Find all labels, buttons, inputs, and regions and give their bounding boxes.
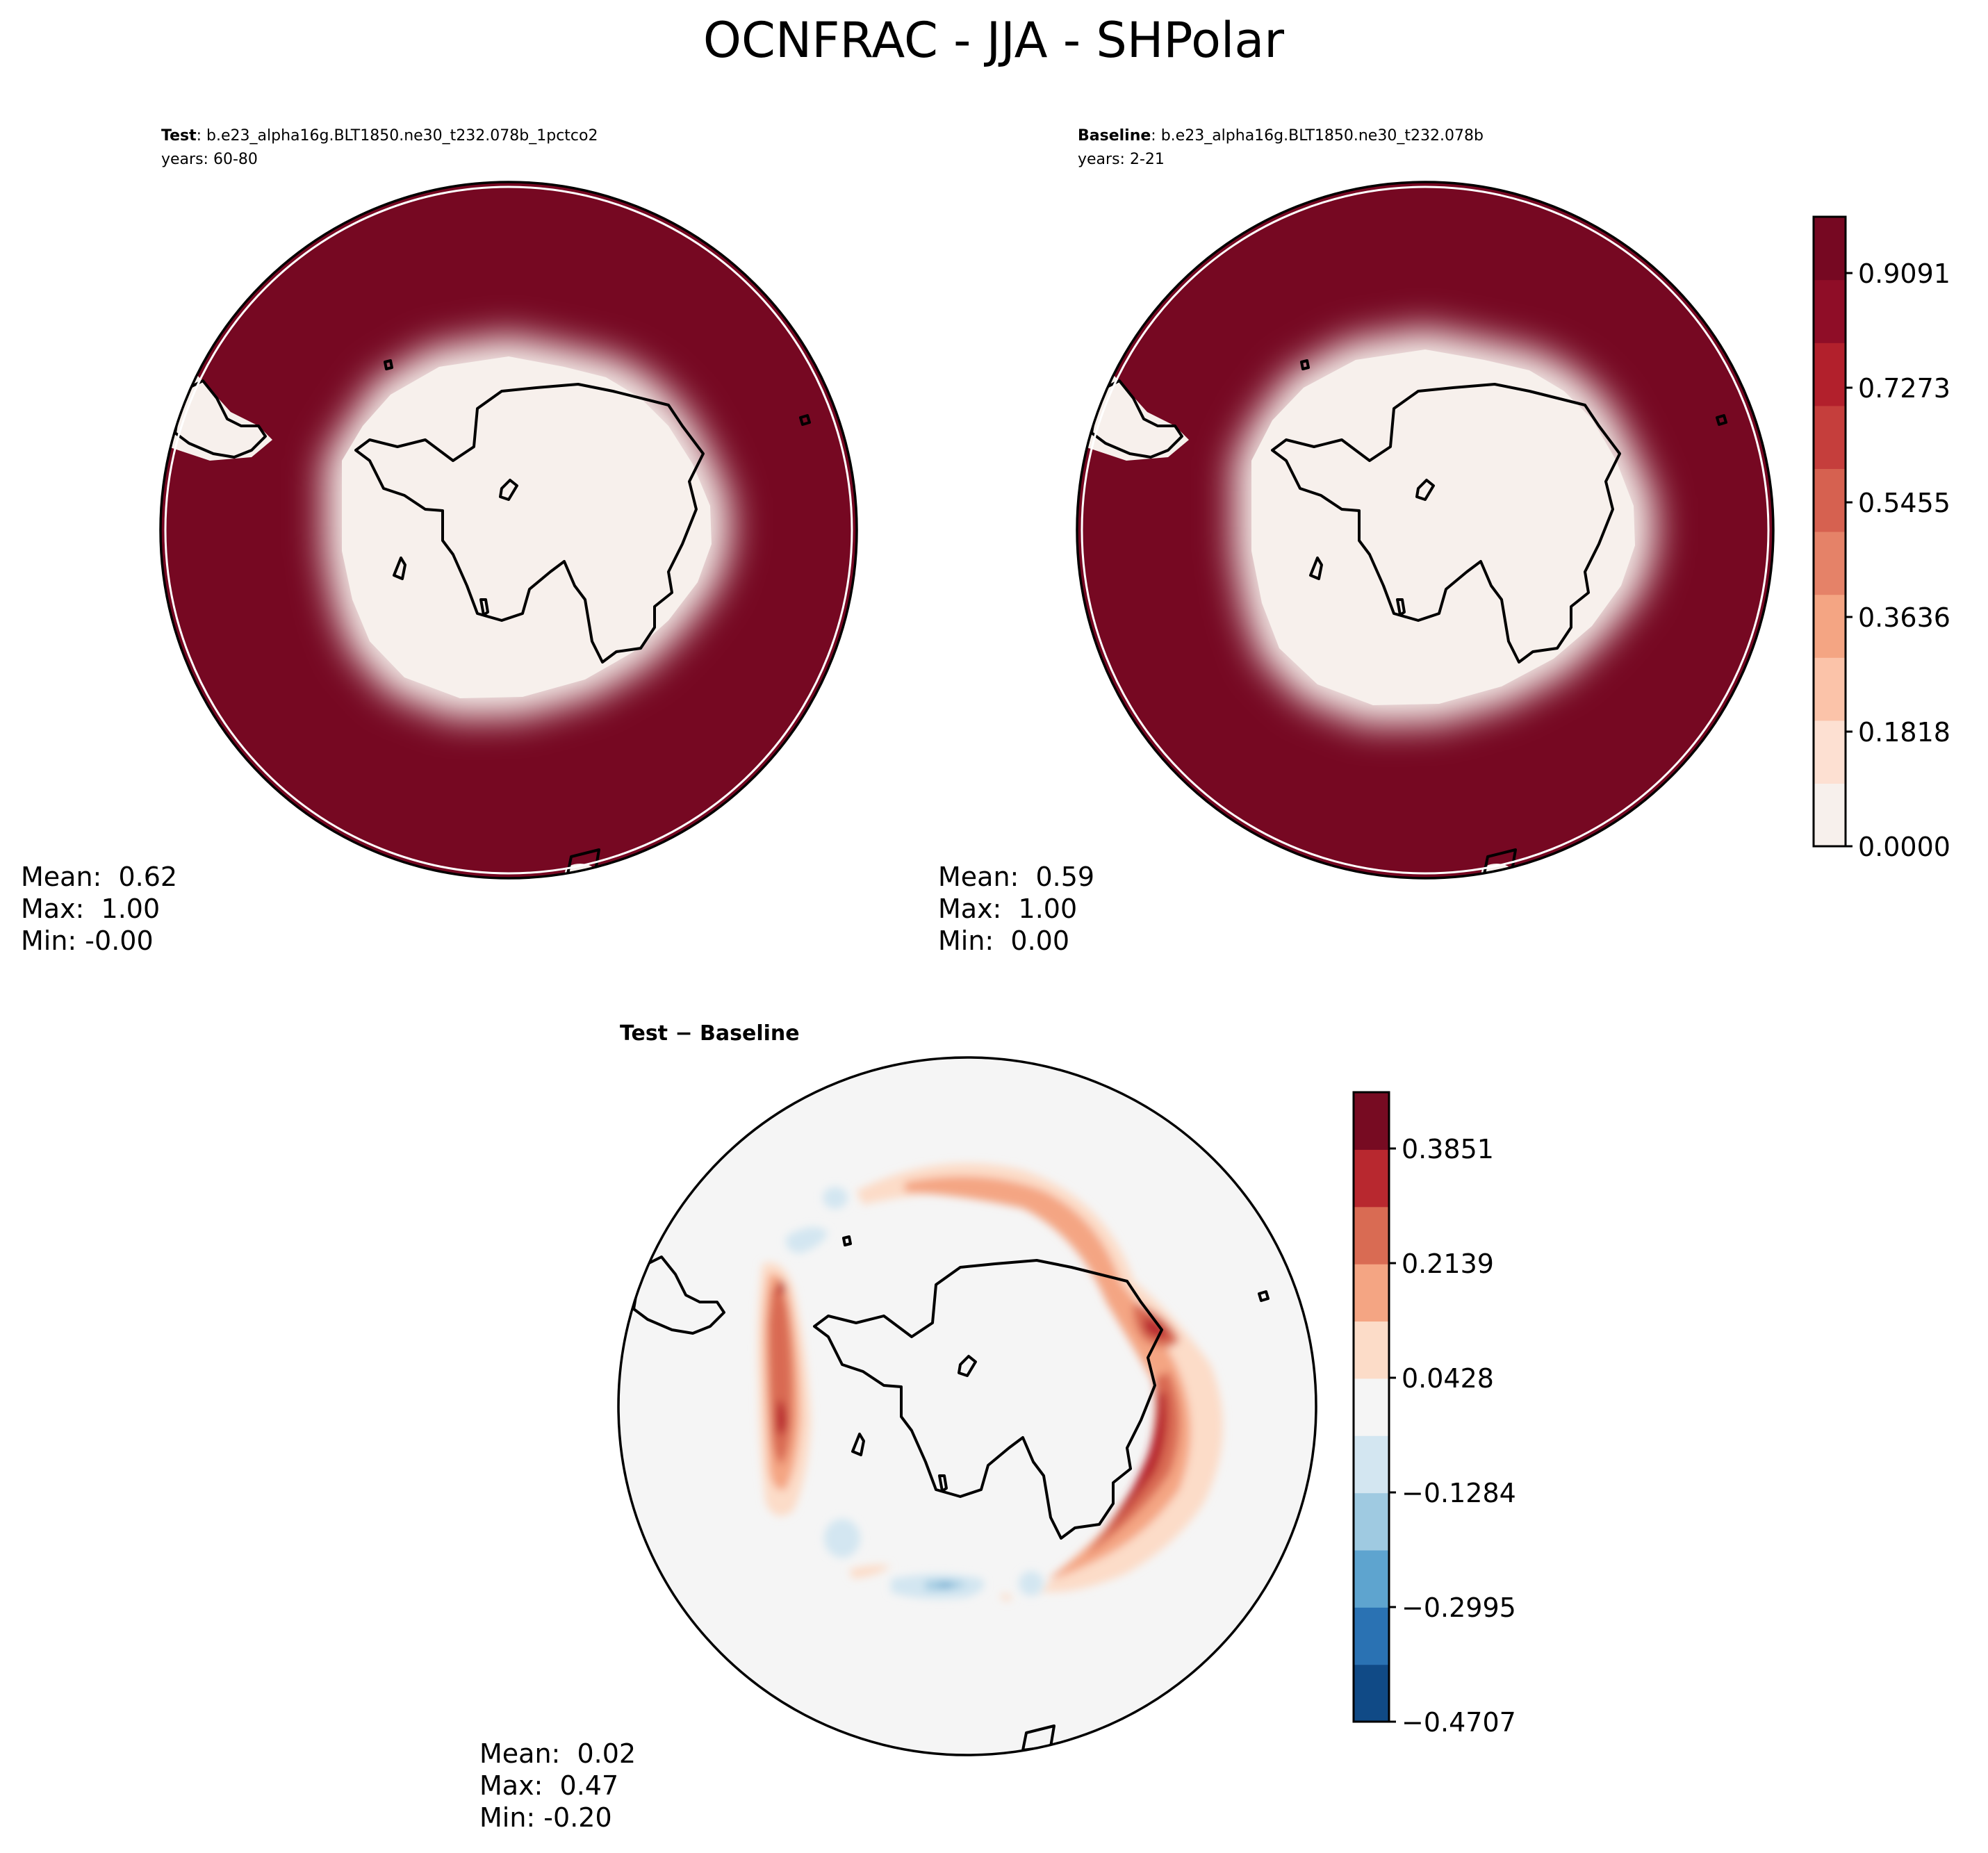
diff-colorbar-tick-label: −0.1284 — [1402, 1478, 1516, 1508]
main-colorbar: 0.0000 0.1818 0.3636 0.5455 0.7273 0.9091 — [1812, 215, 1950, 862]
diff-colorbar-tick-label: −0.4707 — [1402, 1707, 1516, 1738]
baseline-years: years: 2-21 — [1078, 151, 1165, 168]
diff-max: Max: 0.47 — [479, 1770, 618, 1801]
test-min: Min: -0.00 — [21, 925, 154, 956]
baseline-mean: Mean: 0.59 — [938, 862, 1094, 892]
test-years: years: 60-80 — [161, 151, 258, 168]
test-max: Max: 1.00 — [21, 893, 160, 924]
diff-colorbar-ticks: −0.4707 −0.2995 −0.1284 0.0428 0.2139 0.3851 — [1389, 1134, 1516, 1738]
test-map-boundary — [159, 181, 858, 880]
diff-colorbar-block — [1354, 1092, 1389, 1150]
baseline-max: Max: 1.00 — [938, 893, 1077, 924]
main-colorbar-block — [1814, 279, 1846, 343]
baseline-label: Baseline: b.e23_alpha16g.BLT1850.ne30_t2… — [1078, 127, 1484, 145]
diff-colorbar-block — [1354, 1664, 1389, 1722]
main-colorbar-block — [1814, 783, 1846, 847]
main-colorbar-tick-label: 0.3636 — [1858, 602, 1950, 633]
diff-label: Test − Baseline — [620, 1021, 800, 1046]
test-label-case: : b.e23_alpha16g.BLT1850.ne30_t232.078b_… — [197, 127, 598, 145]
test-mean: Mean: 0.62 — [21, 862, 177, 892]
diff-colorbar-block — [1354, 1607, 1389, 1665]
test-label-bold: Test — [161, 127, 197, 145]
baseline-stats: Mean: 0.59 Max: 1.00 Min: 0.00 — [938, 862, 1094, 956]
diff-colorbar-tick-label: 0.3851 — [1402, 1134, 1494, 1164]
main-colorbar-block — [1814, 720, 1846, 784]
diff-colorbar-block — [1354, 1549, 1389, 1608]
baseline-panel: Baseline: b.e23_alpha16g.BLT1850.ne30_t2… — [938, 127, 1775, 956]
diff-colorbar-blocks — [1354, 1092, 1389, 1722]
diff-small-positive-patches — [849, 1565, 1012, 1601]
main-colorbar-block — [1814, 532, 1846, 595]
baseline-ice-interior — [1251, 349, 1635, 705]
main-colorbar-tick-label: 0.7273 — [1858, 373, 1950, 404]
diff-colorbar-block — [1354, 1149, 1389, 1208]
main-colorbar-block — [1814, 594, 1846, 658]
main-colorbar-block — [1814, 405, 1846, 469]
test-map — [161, 182, 857, 878]
diff-colorbar-frame — [1352, 1091, 1390, 1723]
main-colorbar-block — [1814, 217, 1846, 281]
test-panel: Test: b.e23_alpha16g.BLT1850.ne30_t232.0… — [21, 127, 858, 956]
diff-colorbar: −0.4707 −0.2995 −0.1284 0.0428 0.2139 0.3851 — [1352, 1091, 1516, 1738]
main-colorbar-blocks — [1814, 217, 1846, 847]
main-colorbar-block — [1814, 468, 1846, 532]
diff-colorbar-block — [1354, 1435, 1389, 1494]
test-stats: Mean: 0.62 Max: 1.00 Min: -0.00 — [21, 862, 177, 956]
baseline-label-case: : b.e23_alpha16g.BLT1850.ne30_t232.078b — [1151, 127, 1484, 145]
test-ice-interior — [342, 356, 712, 698]
diff-mean: Mean: 0.02 — [479, 1738, 636, 1769]
diff-colorbar-block — [1354, 1378, 1389, 1436]
diff-map-boundary — [617, 1056, 1317, 1756]
main-colorbar-tick-label: 0.0000 — [1858, 832, 1950, 862]
diff-colorbar-block — [1354, 1264, 1389, 1322]
baseline-map — [1077, 182, 1773, 878]
main-colorbar-block — [1814, 343, 1846, 406]
diff-colorbar-tick-label: −0.2995 — [1402, 1592, 1516, 1623]
diff-negative-patches — [786, 1187, 1044, 1599]
main-colorbar-block — [1814, 657, 1846, 721]
main-colorbar-tick-label: 0.1818 — [1858, 717, 1950, 748]
diff-colorbar-tick-label: 0.2139 — [1402, 1249, 1494, 1279]
diff-colorbar-block — [1354, 1492, 1389, 1551]
figure-title: OCNFRAC - JJA - SHPolar — [703, 12, 1284, 69]
baseline-map-boundary — [1076, 181, 1775, 880]
diff-map — [618, 1057, 1316, 1755]
main-colorbar-tick-label: 0.9091 — [1858, 258, 1950, 289]
diff-colorbar-block — [1354, 1206, 1389, 1265]
diff-colorbar-tick-label: 0.0428 — [1402, 1363, 1494, 1394]
baseline-min: Min: 0.00 — [938, 925, 1069, 956]
main-colorbar-frame — [1812, 215, 1847, 848]
baseline-label-bold: Baseline — [1078, 127, 1151, 145]
diff-colorbar-block — [1354, 1321, 1389, 1379]
test-label: Test: b.e23_alpha16g.BLT1850.ne30_t232.0… — [161, 127, 598, 145]
main-colorbar-ticks: 0.0000 0.1818 0.3636 0.5455 0.7273 0.9091 — [1846, 258, 1950, 862]
diff-positive-west-band — [757, 1262, 811, 1516]
main-colorbar-tick-label: 0.5455 — [1858, 488, 1950, 518]
diff-stats: Mean: 0.02 Max: 0.47 Min: -0.20 — [479, 1738, 636, 1833]
diff-panel: Test − Baseline — [479, 1021, 1317, 1833]
diff-min: Min: -0.20 — [479, 1802, 612, 1833]
